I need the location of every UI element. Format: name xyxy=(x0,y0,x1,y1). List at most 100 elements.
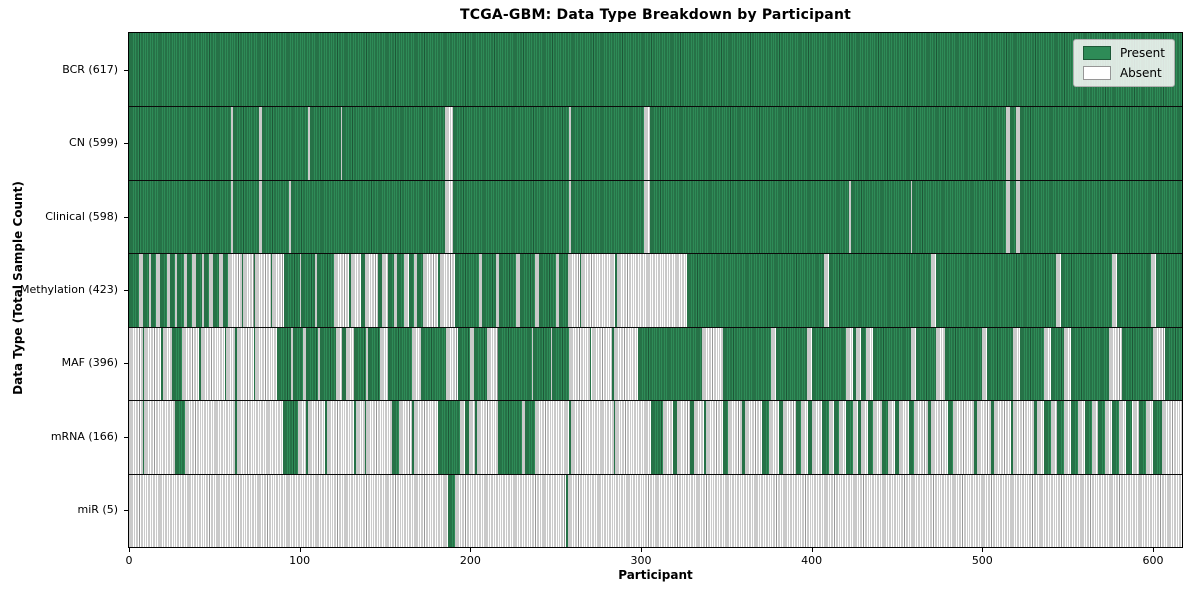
absent-segment xyxy=(144,400,176,474)
present-segment xyxy=(1033,400,1037,474)
present-segment xyxy=(388,326,413,401)
absent-segment xyxy=(289,179,292,254)
present-segment xyxy=(533,326,551,401)
present-segment xyxy=(142,253,150,327)
absent-segment xyxy=(931,253,937,327)
present-segment xyxy=(262,106,309,180)
absent-segment xyxy=(335,326,343,401)
absent-segment xyxy=(255,253,271,327)
absent-segment xyxy=(702,326,723,401)
present-segment xyxy=(852,326,857,401)
present-segment xyxy=(1071,400,1078,474)
x-tick-mark xyxy=(129,548,130,552)
present-segment xyxy=(361,253,365,327)
absent-segment xyxy=(1006,179,1010,254)
present-segment xyxy=(775,326,807,401)
present-segment xyxy=(306,400,309,474)
absent-segment xyxy=(243,253,254,327)
absent-segment xyxy=(487,326,498,401)
absent-segment xyxy=(364,253,379,327)
present-segment xyxy=(301,253,315,327)
absent-segment xyxy=(581,253,616,327)
absent-segment xyxy=(1013,400,1034,474)
x-tick-mark xyxy=(470,548,472,552)
absent-segment xyxy=(350,253,362,327)
absent-segment xyxy=(617,253,688,327)
present-segment xyxy=(637,326,703,401)
legend-label-absent: Absent xyxy=(1119,66,1162,80)
x-tick-mark xyxy=(1152,548,1154,552)
x-tick-label: 200 xyxy=(459,554,481,567)
y-tick-label-clinical: Clinical (598) xyxy=(45,209,118,223)
absent-segment xyxy=(535,400,570,474)
absent-segment xyxy=(569,179,572,254)
absent-segment xyxy=(272,253,285,327)
absent-segment xyxy=(1055,253,1061,327)
absent-segment xyxy=(340,106,343,180)
absent-segment xyxy=(1146,400,1153,474)
present-segment xyxy=(912,179,1007,254)
absent-segment xyxy=(181,326,199,401)
absent-segment xyxy=(1108,326,1123,401)
present-segment xyxy=(277,326,292,401)
x-tick-mark xyxy=(299,548,301,552)
present-segment xyxy=(1019,326,1044,401)
present-segment xyxy=(881,400,889,474)
present-segment xyxy=(284,253,300,327)
present-segment xyxy=(391,400,399,474)
absent-segment xyxy=(219,253,223,327)
absent-segment xyxy=(439,253,455,327)
absent-segment xyxy=(613,326,638,401)
absent-segment xyxy=(308,106,310,180)
present-segment xyxy=(378,253,382,327)
absent-segment xyxy=(1152,326,1165,401)
present-segment xyxy=(1019,106,1182,180)
absent-segment xyxy=(414,253,418,327)
present-segment xyxy=(241,253,244,327)
present-segment xyxy=(808,400,812,474)
present-segment xyxy=(571,179,645,254)
x-tick-label: 400 xyxy=(801,554,823,567)
absent-segment xyxy=(644,106,650,180)
absent-segment xyxy=(571,400,614,474)
present-segment xyxy=(850,179,911,254)
absent-segment xyxy=(470,326,474,401)
present-segment xyxy=(408,253,414,327)
absent-segment xyxy=(705,400,723,474)
present-segment xyxy=(649,179,850,254)
absent-segment xyxy=(1118,400,1126,474)
present-segment xyxy=(1060,253,1113,327)
absent-segment xyxy=(1151,253,1157,327)
absent-segment xyxy=(910,326,916,401)
row-divider xyxy=(129,179,1182,181)
absent-segment xyxy=(129,400,143,474)
present-segment xyxy=(233,106,259,180)
chart-title: TCGA-GBM: Data Type Breakdown by Partici… xyxy=(459,7,852,23)
absent-segment xyxy=(454,473,566,547)
absent-segment xyxy=(861,400,868,474)
absent-segment xyxy=(745,400,763,474)
present-segment xyxy=(1011,400,1014,474)
present-segment xyxy=(589,326,592,401)
absent-segment xyxy=(355,400,365,474)
present-segment xyxy=(845,400,853,474)
absent-segment xyxy=(569,326,590,401)
present-segment xyxy=(690,400,694,474)
absent-segment xyxy=(1064,400,1072,474)
present-segment xyxy=(908,400,915,474)
present-segment xyxy=(129,179,232,254)
absent-segment xyxy=(644,179,650,254)
absent-segment xyxy=(931,400,949,474)
absent-segment xyxy=(192,253,196,327)
present-segment xyxy=(1098,400,1106,474)
absent-segment xyxy=(1105,400,1112,474)
absent-segment xyxy=(845,326,853,401)
absent-segment xyxy=(849,179,851,254)
present-segment xyxy=(615,253,618,327)
present-segment xyxy=(253,326,256,401)
absent-segment xyxy=(806,326,812,401)
absent-segment xyxy=(1064,326,1072,401)
present-segment xyxy=(171,326,182,401)
present-segment xyxy=(704,400,706,474)
absent-segment xyxy=(202,253,205,327)
